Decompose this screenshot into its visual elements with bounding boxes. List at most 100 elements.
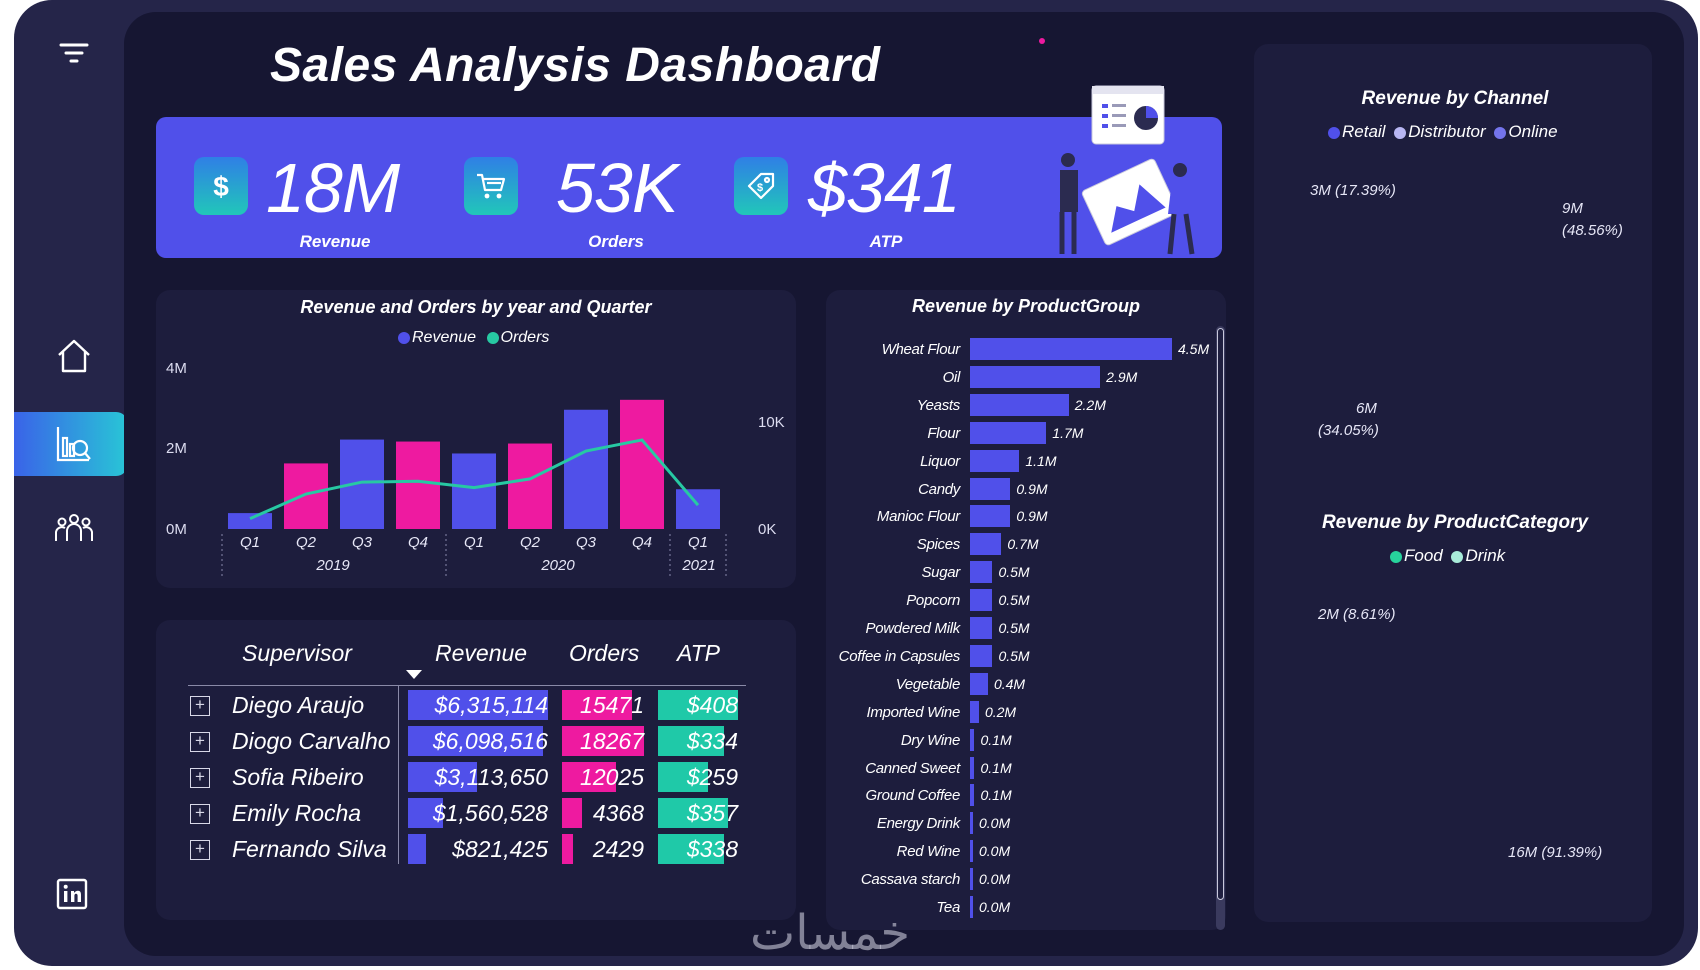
- col-header-orders[interactable]: Orders: [569, 640, 640, 666]
- table-header-divider: [188, 685, 746, 686]
- product-group-bar[interactable]: [970, 477, 1011, 500]
- product-group-row[interactable]: Tea 0.0M: [830, 895, 1230, 919]
- analysis-icon[interactable]: [52, 422, 96, 466]
- product-group-bar[interactable]: [970, 756, 975, 779]
- product-group-row[interactable]: Cassava starch 0.0M: [830, 867, 1230, 891]
- linkedin-icon[interactable]: [54, 876, 90, 912]
- product-group-row[interactable]: Energy Drink 0.0M: [830, 811, 1230, 835]
- product-group-row[interactable]: Liquor 1.1M: [830, 449, 1230, 473]
- product-group-label: Yeasts: [916, 396, 961, 414]
- revenue-cell: $6,098,516: [432, 728, 548, 754]
- product-group-bar[interactable]: [970, 728, 975, 751]
- label-retail-value: 9M: [1562, 200, 1583, 217]
- product-group-bar[interactable]: [970, 644, 993, 667]
- product-group-bar[interactable]: [970, 449, 1020, 472]
- product-group-bar[interactable]: [970, 505, 1011, 528]
- table-row[interactable]: + Emily Rocha $1,560,528 4368 $357: [190, 798, 750, 828]
- kpi-orders-label: Orders: [588, 232, 644, 251]
- product-group-bar[interactable]: [970, 561, 993, 584]
- col-header-atp[interactable]: ATP: [677, 640, 721, 666]
- product-group-bar[interactable]: [970, 338, 1172, 360]
- table-row[interactable]: + Sofia Ribeiro $3,113,650 12025 $259: [190, 762, 750, 792]
- product-group-bar[interactable]: [970, 672, 988, 695]
- revenue-bar[interactable]: [676, 489, 720, 529]
- expand-row-icon[interactable]: +: [190, 768, 210, 788]
- product-group-label: Spices: [916, 536, 961, 554]
- scrollbar-thumb[interactable]: [1217, 328, 1224, 900]
- orders-cell-bar: [562, 762, 617, 792]
- sort-desc-icon[interactable]: [406, 670, 422, 679]
- product-group-title: Revenue by ProductGroup: [911, 296, 1141, 316]
- product-group-bar[interactable]: [970, 365, 1101, 388]
- product-group-bar[interactable]: [970, 896, 973, 918]
- product-group-row[interactable]: Imported Wine 0.2M: [830, 700, 1230, 724]
- quarter-label: Q4: [407, 534, 428, 551]
- product-group-row[interactable]: Popcorn 0.5M: [830, 588, 1230, 612]
- product-group-value: 0.0M: [979, 899, 1011, 915]
- legend-online-dot: [1494, 126, 1507, 139]
- product-group-row[interactable]: Flour 1.7M: [830, 421, 1230, 445]
- revenue-bar[interactable]: [452, 453, 496, 529]
- product-group-bar[interactable]: [970, 393, 1069, 416]
- product-group-row[interactable]: Spices 0.7M: [830, 532, 1230, 556]
- revenue-bar[interactable]: [228, 513, 272, 529]
- kpi-atp-value: $341: [808, 149, 961, 227]
- product-group-row[interactable]: Coffee in Capsules 0.5M: [830, 644, 1230, 668]
- product-group-row[interactable]: Canned Sweet 0.1M: [830, 756, 1230, 780]
- col-header-revenue[interactable]: Revenue: [435, 640, 528, 666]
- product-group-label: Manioc Flour: [876, 508, 960, 526]
- product-group-row[interactable]: Manioc Flour 0.9M: [830, 504, 1230, 528]
- expand-row-icon[interactable]: +: [190, 696, 210, 716]
- revenue-cell: $1,560,528: [432, 800, 548, 826]
- product-group-label: Canned Sweet: [865, 759, 960, 777]
- product-group-row[interactable]: Dry Wine 0.1M: [830, 728, 1230, 752]
- table-row[interactable]: + Diego Araujo $6,315,114 15471 $408: [190, 690, 750, 720]
- kpi-atp-label: ATP: [869, 232, 903, 251]
- team-icon[interactable]: [50, 508, 98, 548]
- y-tick: 0M: [166, 521, 187, 538]
- col-header-supervisor[interactable]: Supervisor: [242, 640, 352, 666]
- orders-cell: 15471: [580, 692, 644, 718]
- product-group-row[interactable]: Powdered Milk 0.5M: [830, 616, 1230, 640]
- product-group-row[interactable]: Sugar 0.5M: [830, 560, 1230, 584]
- product-group-row[interactable]: Wheat Flour 4.5M: [830, 337, 1230, 361]
- product-group-value: 0.5M: [998, 592, 1030, 609]
- orders-line[interactable]: [249, 438, 700, 521]
- revenue-bar[interactable]: [396, 441, 440, 529]
- product-group-bar[interactable]: [970, 533, 1002, 556]
- product-group-row[interactable]: Oil 2.9M: [830, 365, 1230, 389]
- revenue-bar[interactable]: [620, 399, 664, 529]
- kpi-revenue-label: Revenue: [299, 232, 371, 251]
- revenue-cell-bar: [408, 690, 548, 720]
- product-group-row[interactable]: Red Wine 0.0M: [830, 839, 1230, 863]
- revenue-cell: $6,315,114: [434, 692, 548, 718]
- table-row[interactable]: + Diogo Carvalho $6,098,516 18267 $334: [190, 726, 750, 756]
- product-group-row[interactable]: Yeasts 2.2M: [830, 393, 1230, 417]
- revenue-bar[interactable]: [564, 409, 608, 529]
- product-group-bar[interactable]: [970, 784, 975, 807]
- expand-row-icon[interactable]: +: [190, 840, 210, 860]
- product-group-bar[interactable]: [970, 812, 973, 835]
- product-group-row[interactable]: Candy 0.9M: [830, 477, 1230, 501]
- product-group-value: 0.1M: [980, 731, 1012, 748]
- atp-cell: $259: [686, 764, 738, 790]
- price-tag-icon: $: [734, 157, 788, 215]
- product-group-label: Tea: [936, 899, 960, 916]
- legend-distributor: Distributor: [1408, 122, 1486, 141]
- product-group-bar[interactable]: [970, 840, 973, 863]
- expand-row-icon[interactable]: +: [190, 804, 210, 824]
- filter-icon[interactable]: [54, 38, 94, 68]
- home-icon[interactable]: [52, 336, 96, 376]
- product-group-bar[interactable]: [970, 617, 993, 639]
- product-group-row[interactable]: Vegetable 0.4M: [830, 672, 1230, 696]
- product-group-row[interactable]: Ground Coffee 0.1M: [830, 783, 1230, 807]
- table-row[interactable]: + Fernando Silva $821,425 2429 $338: [190, 834, 750, 864]
- revenue-bar[interactable]: [284, 463, 328, 529]
- channel-donut-title: Revenue by Channel: [1361, 88, 1549, 109]
- expand-row-icon[interactable]: +: [190, 732, 210, 752]
- product-group-bar[interactable]: [970, 589, 993, 612]
- product-group-bar[interactable]: [970, 868, 973, 891]
- product-group-bar[interactable]: [970, 421, 1047, 444]
- product-group-bar[interactable]: [970, 700, 979, 723]
- revenue-bar[interactable]: [508, 443, 552, 529]
